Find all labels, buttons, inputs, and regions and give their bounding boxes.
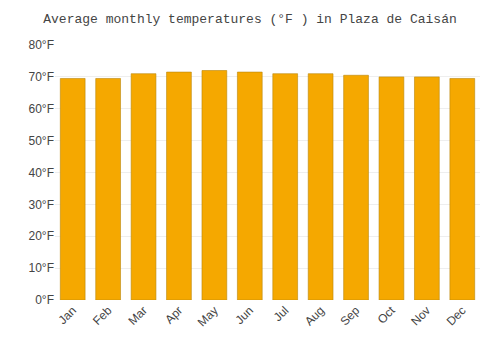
svg-text:10°F: 10°F <box>29 261 54 275</box>
svg-text:Mar: Mar <box>125 303 150 328</box>
svg-text:70°F: 70°F <box>29 70 54 84</box>
svg-text:30°F: 30°F <box>29 198 54 212</box>
svg-text:May: May <box>195 303 221 329</box>
svg-text:50°F: 50°F <box>29 134 54 148</box>
svg-text:Aug: Aug <box>302 303 327 328</box>
svg-text:Jan: Jan <box>55 303 79 327</box>
svg-text:0°F: 0°F <box>35 293 54 307</box>
svg-text:Feb: Feb <box>90 303 115 328</box>
svg-text:Jun: Jun <box>233 303 257 327</box>
svg-text:80°F: 80°F <box>29 38 54 52</box>
svg-text:Average monthly temperatures (: Average monthly temperatures (°F ) in Pl… <box>43 12 456 27</box>
svg-text:40°F: 40°F <box>29 166 54 180</box>
svg-text:Dec: Dec <box>444 303 469 328</box>
svg-text:Nov: Nov <box>408 303 433 328</box>
svg-text:Oct: Oct <box>375 303 399 327</box>
svg-text:20°F: 20°F <box>29 229 54 243</box>
svg-text:Apr: Apr <box>162 303 185 326</box>
svg-text:Sep: Sep <box>337 303 362 328</box>
svg-text:Jul: Jul <box>271 303 292 324</box>
svg-text:60°F: 60°F <box>29 102 54 116</box>
